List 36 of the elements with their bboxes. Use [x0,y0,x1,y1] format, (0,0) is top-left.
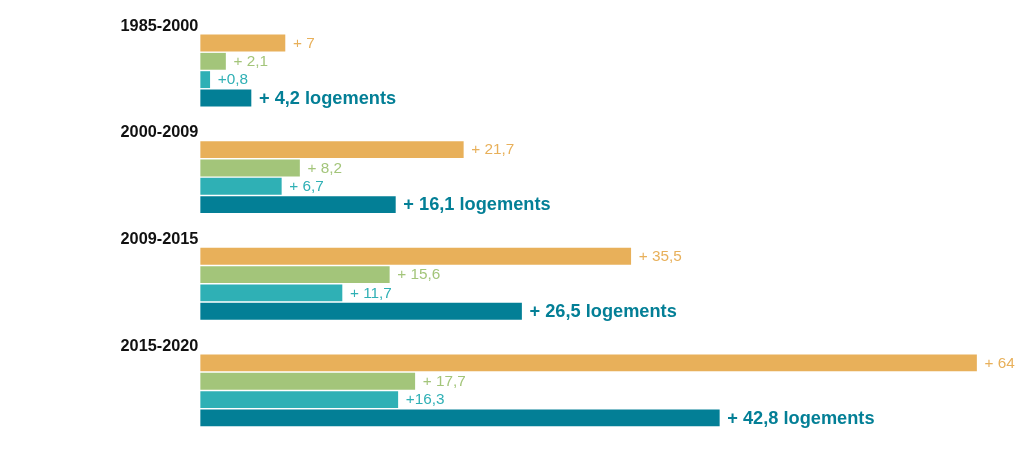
data-label: + 6,7 [289,177,324,195]
data-label: + 26,5 logements [529,301,677,321]
data-label: +16,3 [405,390,445,408]
bar [200,372,416,390]
data-label: + 21,7 [471,140,515,158]
bar [200,34,286,52]
data-label: + 2,1 [233,52,269,70]
y-tick-label: 2015-2020 [120,335,199,354]
bar [200,196,396,214]
bar [200,141,464,159]
data-label: +0,8 [217,70,248,88]
bar [200,266,390,284]
bar [200,159,300,177]
bar [200,177,282,195]
bar [200,247,632,265]
bar [200,391,399,408]
bar [200,52,226,70]
y-tick-label: 2000-2009 [120,122,199,141]
bar [200,71,211,89]
data-label: + 42,8 logements [727,407,875,428]
y-tick-label: 2009-2015 [120,228,199,247]
data-label: + 16,1 logements [403,194,551,215]
bar [200,354,977,372]
data-label: + 15,6 [397,265,441,283]
bar [200,302,522,320]
data-label: + 7 [292,33,315,51]
bar [200,89,252,107]
bar [200,284,343,302]
data-label: + 11,7 [349,283,392,301]
data-label: + 8,2 [307,158,343,176]
data-label: + 17,7 [422,372,466,390]
data-label: + 64 [984,353,1016,371]
data-label: + 4,2 logements [258,87,397,108]
data-label: + 35,5 [638,247,682,265]
bar [200,409,720,427]
y-tick-label: 1985-2000 [120,15,199,34]
